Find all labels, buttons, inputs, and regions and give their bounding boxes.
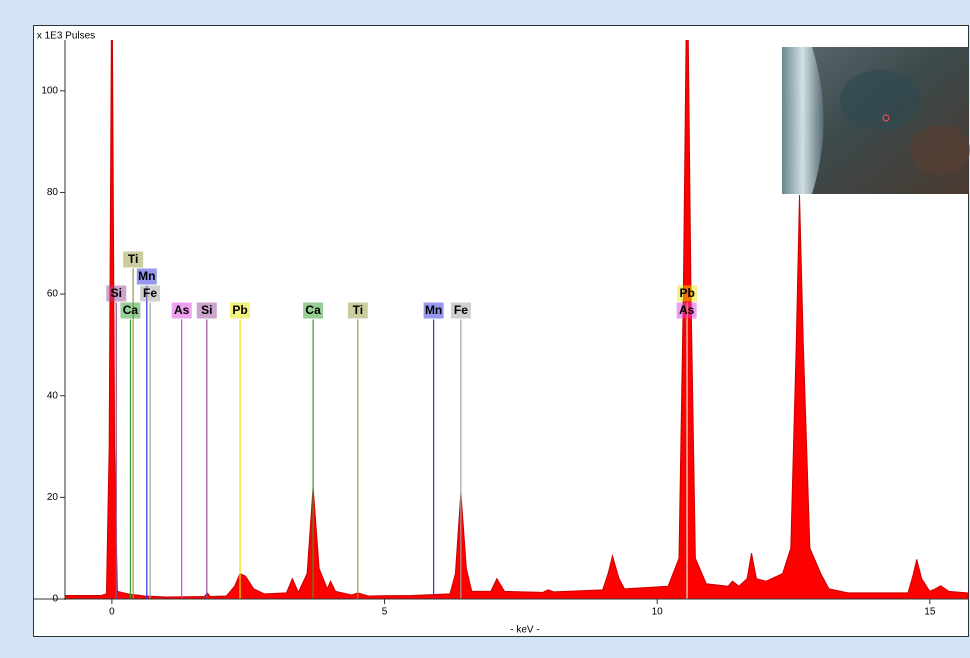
inset-photo [782, 47, 970, 194]
element-label: Si [111, 286, 122, 300]
y-tick-label: 40 [47, 390, 59, 401]
element-label: As [679, 303, 695, 317]
x-tick-label: 5 [382, 607, 388, 618]
x-axis-label: - keV - [510, 625, 539, 636]
x-tick-label: 10 [652, 607, 664, 618]
y-tick-label: 0 [52, 594, 58, 605]
element-label: Ca [305, 303, 321, 317]
y-tick-label: 100 [41, 85, 58, 96]
element-label: Mn [138, 269, 155, 283]
element-label: Mn [425, 303, 442, 317]
chart: x 1E3 Pulses - keV - 0 20 40 60 80 100 0 5 10 15 C… [0, 0, 970, 658]
element-label: Ti [353, 303, 363, 317]
x-tick-label: 0 [109, 607, 115, 618]
element-label: Ti [128, 252, 138, 266]
y-tick-label: 60 [47, 289, 59, 300]
y-tick-label: 80 [47, 187, 59, 198]
element-label: Fe [143, 286, 157, 300]
element-label: Ca [123, 303, 139, 317]
y-tick-label: 20 [47, 492, 59, 503]
element-label: Si [201, 303, 212, 317]
element-label: Fe [454, 303, 468, 317]
x-tick-label: 15 [924, 607, 936, 618]
y-axis-label: x 1E3 Pulses [37, 31, 95, 42]
element-label: As [174, 303, 190, 317]
page: {"chart_data": { "type": "area", "ylabel… [0, 0, 970, 658]
element-label: Pb [232, 303, 247, 317]
element-label: Pb [680, 286, 695, 300]
